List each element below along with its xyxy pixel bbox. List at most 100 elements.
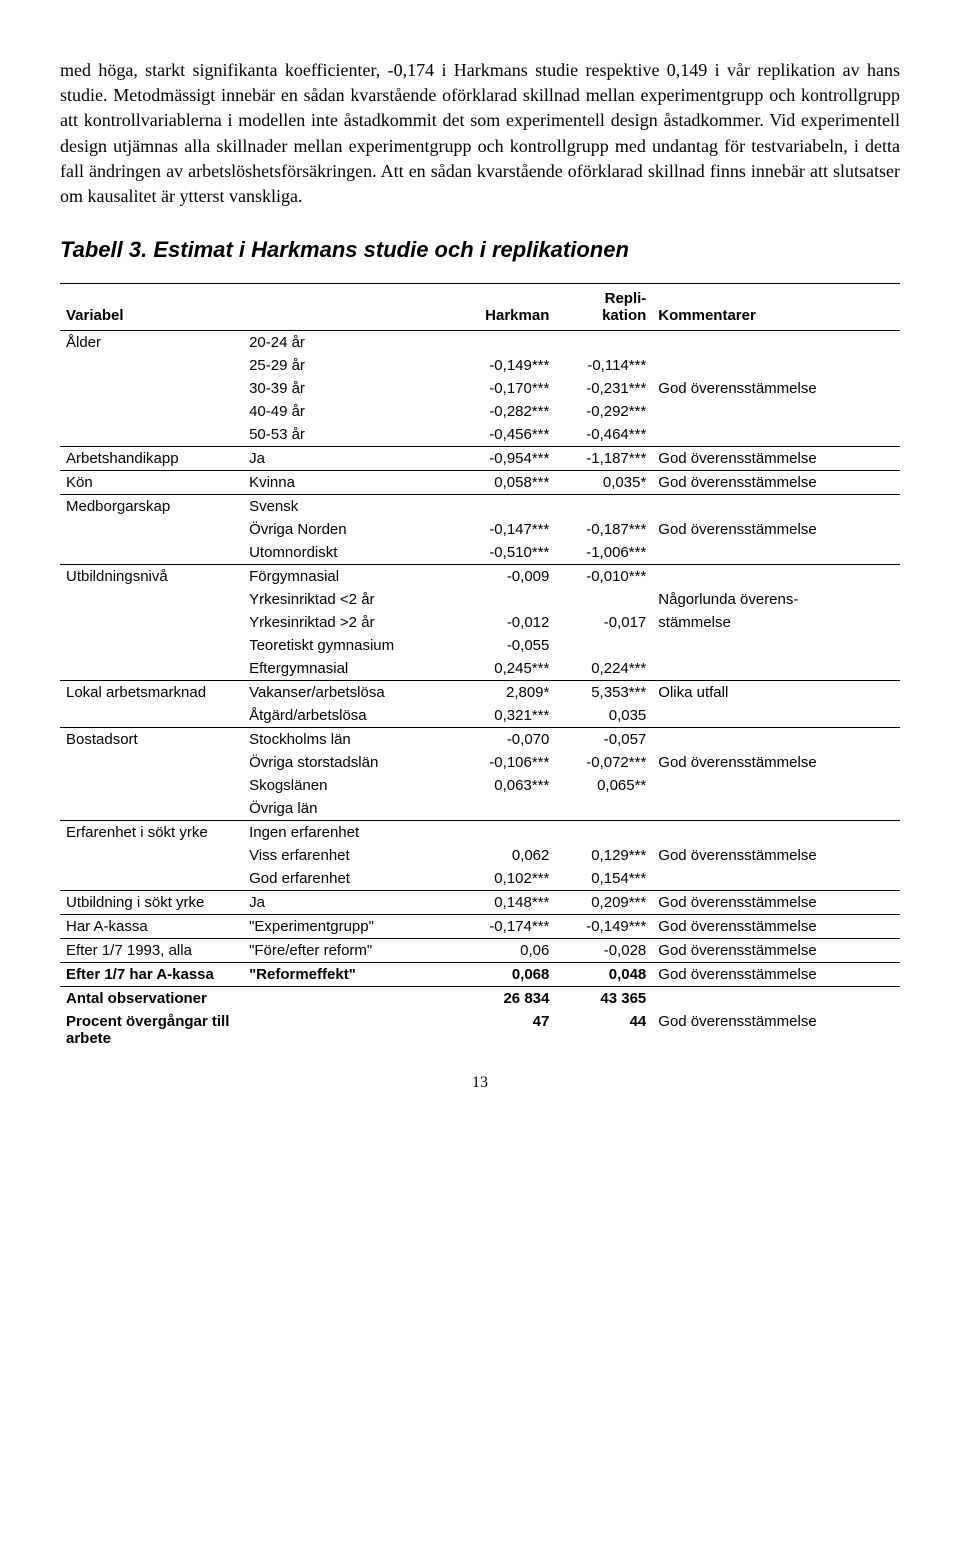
cell-harkman: -0,055 (458, 634, 555, 657)
cell-replikation: -0,017 (555, 611, 652, 634)
cell-category: Övriga Norden (243, 518, 458, 541)
cell-category: Övriga storstadslän (243, 751, 458, 774)
table-row: 30-39 år-0,170***-0,231***God överensstä… (60, 377, 900, 400)
cell-harkman: -0,170*** (458, 377, 555, 400)
table-row: Efter 1/7 har A-kassa"Reformeffekt"0,068… (60, 963, 900, 987)
cell-kommentarer: God överensstämmelse (652, 891, 900, 915)
header-harkman: Harkman (458, 284, 555, 331)
table-row: Viss erfarenhet0,0620,129***God överenss… (60, 844, 900, 867)
cell-variabel: Medborgarskap (60, 495, 243, 519)
cell-category: 20-24 år (243, 331, 458, 355)
cell-variabel (60, 774, 243, 797)
cell-harkman: 0,245*** (458, 657, 555, 681)
table-row: Procent övergångar till arbete4744God öv… (60, 1010, 900, 1050)
cell-harkman: -0,174*** (458, 915, 555, 939)
cell-harkman (458, 797, 555, 821)
cell-variabel (60, 797, 243, 821)
table-row: Övriga Norden-0,147***-0,187***God övere… (60, 518, 900, 541)
cell-replikation: -0,231*** (555, 377, 652, 400)
cell-category: "Reformeffekt" (243, 963, 458, 987)
cell-replikation: -0,292*** (555, 400, 652, 423)
cell-replikation: 0,209*** (555, 891, 652, 915)
cell-replikation: 5,353*** (555, 681, 652, 705)
cell-category: Yrkesinriktad <2 år (243, 588, 458, 611)
cell-replikation (555, 331, 652, 355)
cell-replikation: -0,057 (555, 728, 652, 752)
table-row: 40-49 år-0,282***-0,292*** (60, 400, 900, 423)
cell-harkman: 0,06 (458, 939, 555, 963)
cell-replikation: 0,065** (555, 774, 652, 797)
cell-kommentarer (652, 423, 900, 447)
cell-harkman (458, 588, 555, 611)
cell-kommentarer (652, 987, 900, 1011)
cell-variabel (60, 588, 243, 611)
header-category (243, 284, 458, 331)
header-replikation: Repli- kation (555, 284, 652, 331)
cell-category: 50-53 år (243, 423, 458, 447)
cell-harkman: 0,058*** (458, 471, 555, 495)
cell-variabel: Efter 1/7 har A-kassa (60, 963, 243, 987)
cell-harkman: 0,062 (458, 844, 555, 867)
cell-harkman (458, 331, 555, 355)
cell-replikation: -0,149*** (555, 915, 652, 939)
cell-harkman: 0,063*** (458, 774, 555, 797)
cell-variabel: Procent övergångar till arbete (60, 1010, 243, 1050)
cell-category: Svensk (243, 495, 458, 519)
cell-category: Eftergymnasial (243, 657, 458, 681)
table-heading: Tabell 3. Estimat i Harkmans studie och … (60, 237, 900, 263)
cell-category: Övriga län (243, 797, 458, 821)
cell-harkman: 26 834 (458, 987, 555, 1011)
cell-replikation: -1,187*** (555, 447, 652, 471)
table-row: Övriga storstadslän-0,106***-0,072***God… (60, 751, 900, 774)
cell-replikation (555, 634, 652, 657)
cell-harkman: 0,102*** (458, 867, 555, 891)
table-header-row: Variabel Harkman Repli- kation Kommentar… (60, 284, 900, 331)
cell-variabel: Efter 1/7 1993, alla (60, 939, 243, 963)
cell-category (243, 987, 458, 1011)
table-row: Erfarenhet i sökt yrkeIngen erfarenhet (60, 821, 900, 845)
header-kommentarer: Kommentarer (652, 284, 900, 331)
cell-variabel (60, 704, 243, 728)
table-row: Yrkesinriktad <2 årNågorlunda överens- (60, 588, 900, 611)
cell-category: Åtgärd/arbetslösa (243, 704, 458, 728)
cell-kommentarer: God överensstämmelse (652, 377, 900, 400)
cell-kommentarer: God överensstämmelse (652, 939, 900, 963)
cell-kommentarer (652, 495, 900, 519)
cell-kommentarer: God överensstämmelse (652, 751, 900, 774)
cell-replikation: -0,464*** (555, 423, 652, 447)
cell-kommentarer (652, 634, 900, 657)
cell-kommentarer (652, 400, 900, 423)
cell-harkman: 0,148*** (458, 891, 555, 915)
cell-variabel: Utbildningsnivå (60, 565, 243, 589)
table-row: Utomnordiskt-0,510***-1,006*** (60, 541, 900, 565)
cell-variabel (60, 518, 243, 541)
cell-category: Teoretiskt gymnasium (243, 634, 458, 657)
cell-category: 40-49 år (243, 400, 458, 423)
cell-kommentarer: stämmelse (652, 611, 900, 634)
page-number: 13 (60, 1074, 900, 1092)
cell-harkman: -0,070 (458, 728, 555, 752)
table-row: UtbildningsnivåFörgymnasial-0,009-0,010*… (60, 565, 900, 589)
cell-category: Vakanser/arbetslösa (243, 681, 458, 705)
cell-variabel: Erfarenhet i sökt yrke (60, 821, 243, 845)
cell-harkman: -0,510*** (458, 541, 555, 565)
estimates-table: Variabel Harkman Repli- kation Kommentar… (60, 283, 900, 1050)
cell-category: "Före/efter reform" (243, 939, 458, 963)
header-variabel: Variabel (60, 284, 243, 331)
cell-harkman: 47 (458, 1010, 555, 1050)
cell-harkman: 2,809* (458, 681, 555, 705)
cell-replikation (555, 797, 652, 821)
cell-replikation: -0,187*** (555, 518, 652, 541)
cell-kommentarer (652, 331, 900, 355)
cell-replikation: -1,006*** (555, 541, 652, 565)
cell-variabel: Ålder (60, 331, 243, 355)
cell-replikation: 0,224*** (555, 657, 652, 681)
cell-kommentarer: God överensstämmelse (652, 844, 900, 867)
cell-kommentarer (652, 541, 900, 565)
cell-replikation (555, 495, 652, 519)
cell-harkman: -0,147*** (458, 518, 555, 541)
cell-replikation: 43 365 (555, 987, 652, 1011)
table-row: Yrkesinriktad >2 år-0,012-0,017stämmelse (60, 611, 900, 634)
cell-variabel (60, 541, 243, 565)
cell-kommentarer: God överensstämmelse (652, 915, 900, 939)
